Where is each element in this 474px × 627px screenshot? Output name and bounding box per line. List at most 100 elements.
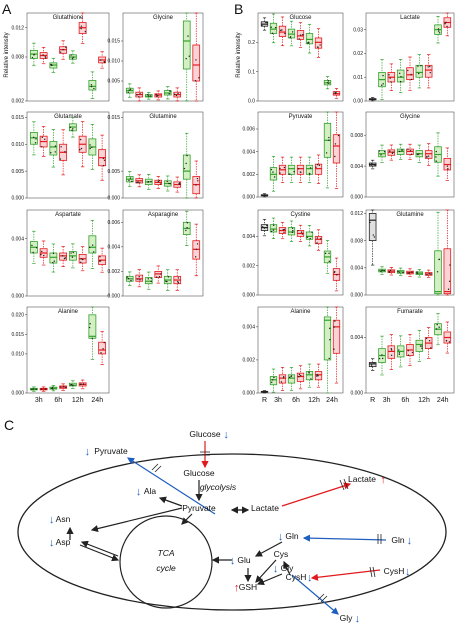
data-point [399,80,402,83]
data-point [91,244,94,246]
data-point [127,277,130,280]
box-3 [278,156,287,183]
metabolite-label: Lactate [251,503,279,513]
data-point [381,357,384,360]
data-point [51,386,54,389]
metabolite-glucose_out: Glucose ↓ [189,429,228,441]
data-point [307,41,310,43]
data-point [100,352,102,354]
data-point [34,142,37,144]
data-point [137,278,139,280]
data-point [282,229,285,231]
metabolite-label: Lactate [348,474,376,484]
data-point [390,81,392,83]
box-body [305,231,314,240]
data-point [159,183,162,185]
data-point [428,273,431,275]
y-tick-label: 0.015 [11,332,24,338]
x-tick-label: 24h [91,397,103,404]
y-tick-label: 0.03 [353,27,363,33]
data-point [333,348,335,350]
data-point [102,164,105,167]
box-body [192,44,201,82]
box-3 [144,271,153,290]
transporter [369,566,373,578]
box-1 [260,390,269,394]
data-point [318,164,321,167]
data-point [195,184,197,186]
box-6 [173,87,182,102]
box-body [415,64,424,78]
data-point [333,326,335,328]
data-point [54,151,56,153]
data-point [270,26,272,28]
data-point [382,74,384,77]
y-tick-label: 0.004 [242,325,255,331]
box-9 [332,111,341,189]
edge-pyruvate-asp [90,507,183,533]
data-point [381,354,383,356]
metabolite-tca: TCA [158,548,175,558]
data-point [31,389,33,391]
data-point [262,194,264,196]
edge-cysh-import [310,569,381,581]
data-point [407,354,410,356]
y-tick-label: 0.002 [242,263,255,269]
box-4 [287,220,296,242]
data-point [155,276,158,278]
chart-glutamate: Glutamate 0.000 0.005 0.010 0.015 [11,111,110,202]
data-point [271,32,274,35]
box-1 [368,358,377,371]
box-6 [78,12,87,44]
data-point [308,372,310,374]
chart-title: Glutamine [149,114,177,120]
metabolite-lactate_in: Lactate [251,503,279,513]
metabolite-label: Pyruvate [182,503,216,513]
data-point [416,271,418,274]
box-8 [98,134,107,181]
chart-title: Glycine [153,15,174,21]
data-point [411,351,414,354]
data-point [445,21,447,24]
data-point [128,89,130,91]
data-point [438,326,440,328]
data-point [35,138,37,140]
data-point [317,375,319,377]
box-7 [424,143,433,166]
data-point [309,173,311,175]
data-point [272,224,275,227]
data-point [416,272,418,275]
box-8 [98,247,107,273]
box-4 [59,383,68,391]
y-tick-label: 0.000 [11,294,24,300]
data-point [398,353,401,356]
plot-frame [26,111,110,199]
data-point [281,29,283,31]
y-tick-label: 0.005 [107,169,120,175]
y-tick-label: 0.004 [11,236,24,242]
data-point [300,231,303,233]
box-7 [424,327,433,359]
box-3 [387,63,396,91]
data-point [299,374,302,377]
data-point [63,385,65,388]
box-1 [29,121,38,156]
box-body [332,134,341,164]
chart-pyruvate: Pyruvate 0.000 0.002 0.004 0.006 [242,111,344,201]
y-tick-label: 0.004 [242,149,255,155]
data-point [99,256,101,258]
metabolite-label: cycle [156,563,176,573]
data-point [293,170,295,173]
data-point [71,57,74,60]
data-point [435,160,437,162]
panel-label-b: B [234,1,243,17]
data-point [328,139,330,141]
metabolite-label: Asp [56,537,71,547]
data-point [138,96,140,98]
box-3 [144,174,153,190]
box-1 [368,159,377,170]
data-point [137,181,139,183]
data-point [126,276,128,278]
data-point [103,341,105,344]
box-3 [387,267,396,276]
